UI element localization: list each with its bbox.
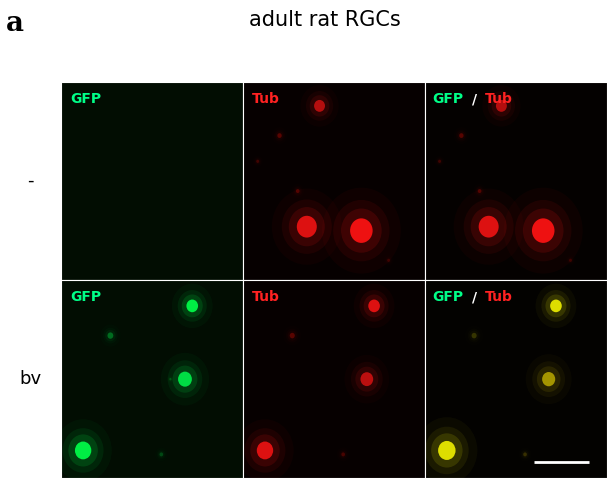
Circle shape xyxy=(245,428,286,473)
Text: bv: bv xyxy=(20,370,42,388)
Circle shape xyxy=(541,290,571,322)
Circle shape xyxy=(457,131,465,140)
Circle shape xyxy=(314,100,325,112)
Circle shape xyxy=(63,428,104,473)
Circle shape xyxy=(515,200,571,261)
Circle shape xyxy=(294,187,301,195)
Circle shape xyxy=(158,451,165,458)
Text: GFP: GFP xyxy=(432,92,463,106)
Circle shape xyxy=(257,441,273,459)
Circle shape xyxy=(310,95,329,116)
Circle shape xyxy=(297,216,317,238)
Circle shape xyxy=(470,330,479,341)
Circle shape xyxy=(438,160,441,163)
Circle shape xyxy=(546,295,566,317)
Circle shape xyxy=(476,187,483,195)
Circle shape xyxy=(289,207,325,246)
Circle shape xyxy=(296,189,300,193)
Circle shape xyxy=(537,366,560,392)
Circle shape xyxy=(182,295,203,317)
Circle shape xyxy=(488,91,515,121)
Circle shape xyxy=(364,295,384,317)
Circle shape xyxy=(287,330,297,341)
Circle shape xyxy=(276,131,283,140)
Text: /: / xyxy=(471,92,477,106)
Circle shape xyxy=(471,333,477,339)
Circle shape xyxy=(437,158,442,164)
Circle shape xyxy=(478,189,481,193)
Circle shape xyxy=(172,366,197,393)
Circle shape xyxy=(282,199,332,254)
Circle shape xyxy=(340,451,346,458)
Circle shape xyxy=(438,441,455,460)
Text: adult rat RGCs: adult rat RGCs xyxy=(249,10,401,29)
Circle shape xyxy=(306,91,333,121)
Circle shape xyxy=(542,372,555,386)
Circle shape xyxy=(255,158,261,164)
Text: GFP: GFP xyxy=(70,92,102,106)
Circle shape xyxy=(341,209,382,253)
Circle shape xyxy=(168,360,202,398)
Circle shape xyxy=(523,209,563,253)
Circle shape xyxy=(492,95,511,116)
Circle shape xyxy=(386,257,391,263)
Text: GFP: GFP xyxy=(70,290,102,304)
Circle shape xyxy=(333,200,389,261)
Text: /: / xyxy=(471,290,477,304)
Circle shape xyxy=(568,257,573,263)
Text: Tub: Tub xyxy=(253,290,280,304)
Circle shape xyxy=(186,299,198,312)
Circle shape xyxy=(169,377,172,381)
Text: Tub: Tub xyxy=(485,290,512,304)
Circle shape xyxy=(250,434,280,467)
Circle shape xyxy=(107,332,113,339)
Circle shape xyxy=(75,441,91,459)
Circle shape xyxy=(532,218,555,243)
Text: Tub: Tub xyxy=(485,92,512,106)
Circle shape xyxy=(169,378,172,380)
Circle shape xyxy=(360,372,373,386)
Circle shape xyxy=(178,290,207,322)
Text: Tub: Tub xyxy=(253,92,280,106)
Text: a: a xyxy=(6,10,24,37)
Circle shape xyxy=(290,333,295,339)
Circle shape xyxy=(425,426,469,474)
Circle shape xyxy=(159,453,163,456)
Circle shape xyxy=(105,330,116,341)
Circle shape xyxy=(522,451,528,458)
Circle shape xyxy=(387,259,390,262)
Text: GFP: GFP xyxy=(432,290,463,304)
Circle shape xyxy=(69,434,98,467)
Circle shape xyxy=(532,361,565,397)
Circle shape xyxy=(277,133,282,138)
Circle shape xyxy=(350,218,373,243)
Circle shape xyxy=(463,199,514,254)
Circle shape xyxy=(496,100,507,112)
Circle shape xyxy=(471,207,507,246)
Circle shape xyxy=(368,299,380,312)
Circle shape xyxy=(431,433,463,468)
Circle shape xyxy=(459,133,463,138)
Circle shape xyxy=(178,371,192,387)
Circle shape xyxy=(550,299,562,312)
Text: -: - xyxy=(28,172,34,190)
Circle shape xyxy=(360,290,389,322)
Circle shape xyxy=(569,259,572,262)
Circle shape xyxy=(341,453,345,456)
Circle shape xyxy=(479,216,498,238)
Circle shape xyxy=(351,362,383,397)
Circle shape xyxy=(356,367,378,392)
Circle shape xyxy=(524,453,527,456)
Circle shape xyxy=(256,160,259,163)
